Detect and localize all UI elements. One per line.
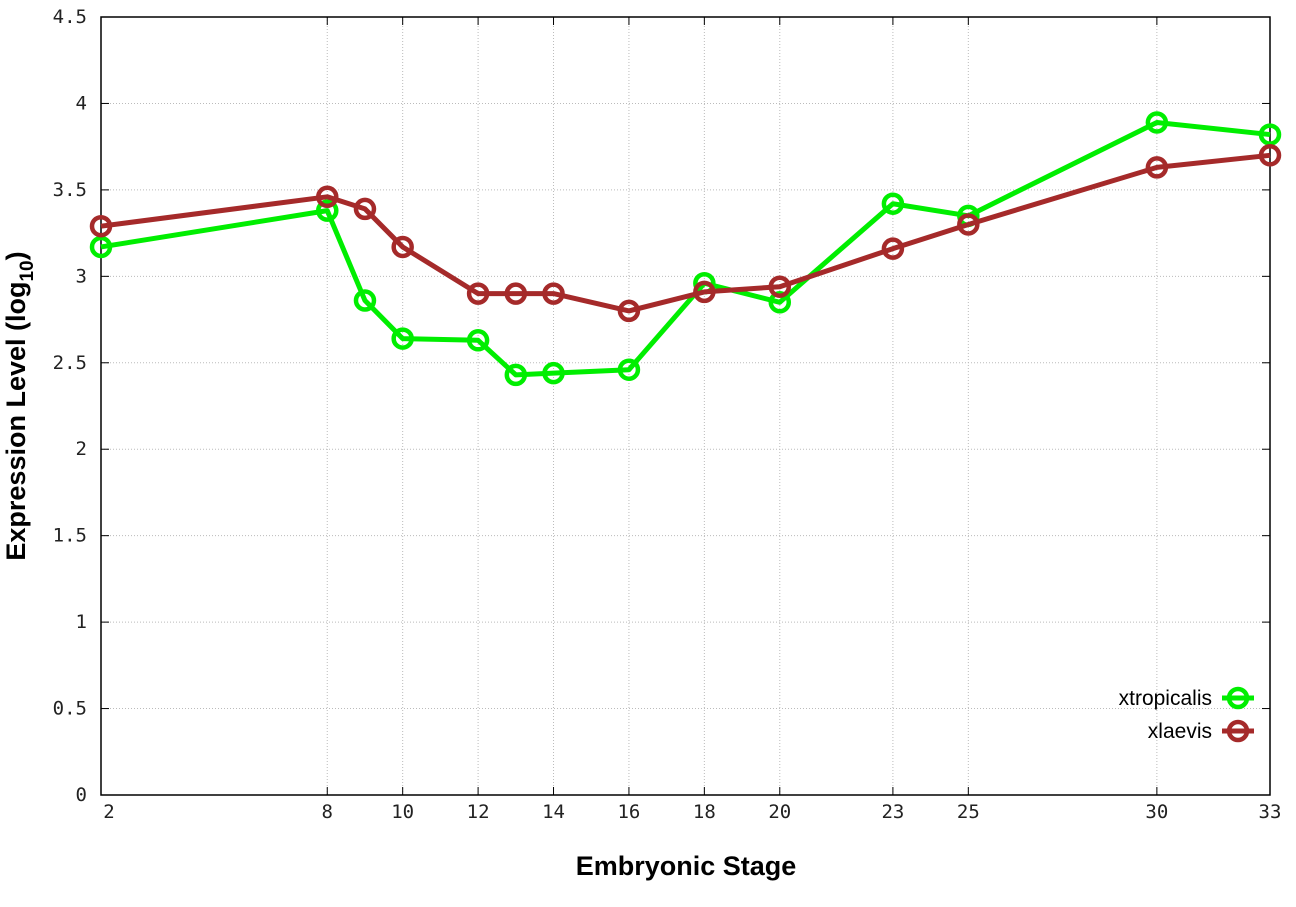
data-point-xlaevis [768, 275, 792, 298]
x-tick-label: 2 [103, 801, 114, 823]
data-point-xlaevis [89, 214, 113, 238]
grid-lines [101, 17, 1270, 795]
plot-frame [100, 16, 1271, 796]
x-tick-label: 8 [322, 801, 333, 823]
data-point-xlaevis [391, 235, 414, 259]
y-tick-label: 2.5 [53, 352, 87, 374]
data-point-xtropicalis [1145, 111, 1169, 134]
data-point-xlaevis [504, 282, 528, 305]
data-point-xtropicalis [504, 363, 528, 387]
y-tick-label: 4.5 [53, 6, 87, 28]
data-point-xlaevis [1258, 144, 1282, 167]
x-tick-label: 18 [693, 801, 716, 823]
data-point-xtropicalis [881, 192, 905, 215]
data-point-xlaevis [957, 213, 980, 236]
data-point-xlaevis [542, 282, 565, 305]
x-tick-label: 14 [542, 801, 565, 823]
data-point-xtropicalis [768, 291, 792, 314]
legend: xtropicalis xlaevis [1119, 686, 1254, 743]
data-point-xtropicalis [316, 199, 339, 222]
data-point-xtropicalis [466, 329, 490, 352]
x-tick-label: 10 [391, 801, 414, 823]
data-point-xlaevis [693, 280, 716, 304]
x-tick-label: 25 [957, 801, 980, 823]
x-tick-label: 23 [881, 801, 904, 823]
data-point-xlaevis [353, 197, 377, 221]
y-tick-label: 2 [76, 438, 87, 460]
y-tick-label: 1 [76, 611, 87, 633]
x-axis-label: Embryonic Stage [576, 851, 797, 881]
legend-label-xtropicalis: xtropicalis [1119, 687, 1212, 710]
data-point-xlaevis [316, 185, 339, 209]
y-tick-label: 3 [76, 265, 87, 287]
y-axis-label: Expression Level (log10) [1, 251, 38, 560]
data-point-xlaevis [617, 299, 641, 323]
x-tick-label: 33 [1259, 801, 1282, 823]
y-tick-label: 1.5 [53, 525, 87, 547]
x-tick-label: 20 [768, 801, 791, 823]
x-tick-label: 30 [1145, 801, 1168, 823]
data-point-xtropicalis [542, 361, 565, 385]
data-point-xtropicalis [1258, 123, 1282, 146]
series-line-xlaevis [100, 152, 1271, 314]
x-tick-label: 16 [617, 801, 640, 823]
legend-marker-xlaevis [1226, 719, 1250, 743]
data-point-xlaevis [466, 282, 490, 305]
series-xtropicalis [89, 111, 1282, 387]
y-tick-label: 0 [76, 784, 87, 806]
y-axis-ticks: 0 0.5 1 1.5 2 2.5 3 3.5 4 4.5 [53, 6, 1270, 806]
x-tick-label: 12 [467, 801, 490, 823]
data-point-xtropicalis [617, 358, 641, 381]
legend-label-xlaevis: xlaevis [1148, 720, 1212, 743]
series-group [89, 111, 1282, 387]
x-axis-ticks: 2 8 10 12 14 16 18 20 23 25 30 33 [100, 17, 1282, 823]
data-point-xtropicalis [89, 235, 113, 259]
data-point-xlaevis [1145, 156, 1169, 179]
data-point-xlaevis [881, 237, 905, 260]
y-tick-label: 3.5 [53, 179, 87, 201]
legend-marker-xtropicalis [1226, 686, 1250, 710]
data-point-xtropicalis [391, 327, 414, 350]
series-xlaevis [89, 144, 1282, 323]
y-tick-label: 0.5 [53, 698, 87, 720]
y-tick-label: 4 [76, 92, 87, 114]
y-axis-label-subscript: 10 [17, 260, 38, 281]
data-point-xtropicalis [353, 289, 377, 312]
series-line-xtropicalis [100, 119, 1271, 378]
